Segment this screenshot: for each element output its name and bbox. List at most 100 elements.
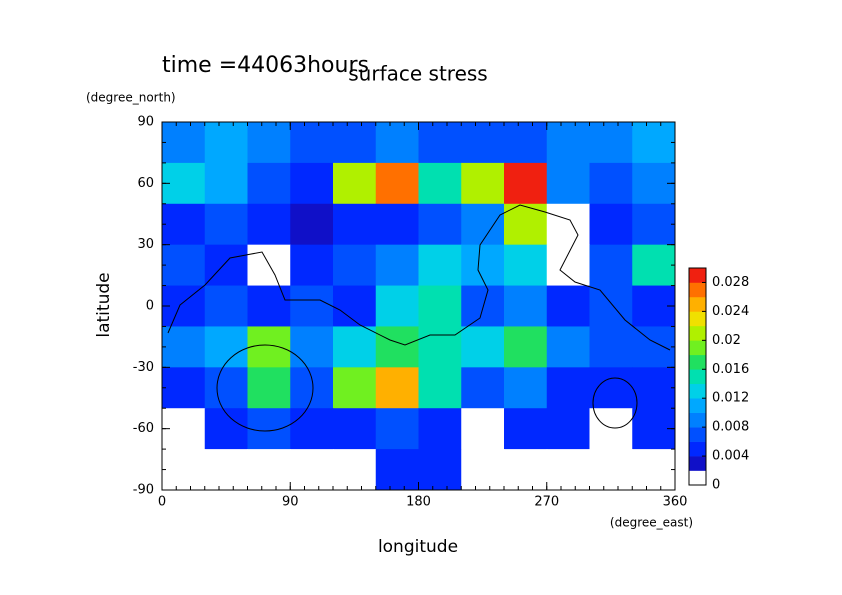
field-cell xyxy=(418,449,462,491)
field-cell xyxy=(418,367,462,409)
colorbar-segment xyxy=(689,369,706,385)
colorbar-tick-label: 0.008 xyxy=(712,420,749,435)
field-cell xyxy=(504,162,548,205)
field-cell xyxy=(333,326,377,368)
field-cell xyxy=(204,285,248,327)
field-cell xyxy=(632,367,676,409)
field-cell xyxy=(290,449,334,491)
colorbar-segment xyxy=(689,311,706,327)
field-cell xyxy=(247,408,291,450)
field-cell xyxy=(504,285,548,327)
field-cell xyxy=(461,449,505,491)
field-cell xyxy=(504,449,548,491)
field-cell xyxy=(333,285,377,327)
field-cell xyxy=(418,408,462,450)
field-cell xyxy=(418,285,462,327)
field-cell xyxy=(461,326,505,368)
y-tick-label: -90 xyxy=(133,483,154,498)
field-cell xyxy=(333,408,377,450)
colorbar-tick-label: 0.004 xyxy=(712,449,749,464)
field-cell xyxy=(375,285,419,327)
field-cell xyxy=(375,244,419,287)
y-tick-label: 90 xyxy=(137,115,154,130)
field-cell xyxy=(247,449,291,491)
field-cell xyxy=(461,408,505,450)
field-cell xyxy=(375,367,419,409)
field-cell xyxy=(162,449,206,491)
x-tick-label: 0 xyxy=(158,495,166,510)
field-cell xyxy=(632,449,676,491)
field-cell xyxy=(589,408,633,450)
field-cell xyxy=(546,203,590,246)
field-cell xyxy=(461,367,505,409)
colorbar-segment xyxy=(689,296,706,312)
field-cell xyxy=(247,122,291,164)
field-cell xyxy=(204,449,248,491)
axes: 0 90 180 270 360 -90 -60 -30 0 30 60 90 xyxy=(133,115,688,510)
field-cell xyxy=(461,203,505,246)
colorbar-segment xyxy=(689,427,706,442)
coastline xyxy=(592,377,638,429)
field-cell xyxy=(504,122,548,164)
field-cell xyxy=(247,367,291,409)
field-cell xyxy=(247,285,291,327)
field-cell xyxy=(418,203,462,246)
field-cell xyxy=(204,162,248,205)
field-cell xyxy=(333,449,377,491)
field-cell xyxy=(204,326,248,368)
field-cell xyxy=(290,162,334,205)
colorbar-segment xyxy=(689,354,706,370)
coastline xyxy=(216,344,314,432)
field-cell xyxy=(632,326,676,368)
field-cell xyxy=(290,326,334,368)
colorbar-segment xyxy=(689,383,706,399)
y-unit: (degree_north) xyxy=(86,91,176,105)
field-cell xyxy=(333,162,377,205)
field-cell xyxy=(333,244,377,287)
colorbar-tick-label: 0.02 xyxy=(712,333,741,348)
colorbar: 0 0.004 0.008 0.012 0.016 0.02 0.024 0.028 xyxy=(688,267,749,493)
colorbar-segment xyxy=(689,398,706,413)
colorbar-tick-label: 0.028 xyxy=(712,275,749,290)
field-cell xyxy=(333,122,377,164)
annotation: time =44063hours xyxy=(162,53,369,78)
field-cell xyxy=(290,367,334,409)
field-cell xyxy=(418,122,462,164)
y-tick-label: 30 xyxy=(137,237,154,252)
field-cell xyxy=(162,367,206,409)
field-cell xyxy=(162,122,206,164)
field-cell xyxy=(290,203,334,246)
field-cell xyxy=(546,408,590,450)
field-cell xyxy=(504,408,548,450)
chart-title: surface stress xyxy=(348,62,487,86)
field-cell xyxy=(204,244,248,287)
field-cell xyxy=(290,244,334,287)
field-cell xyxy=(204,122,248,164)
y-tick-label: -30 xyxy=(133,360,154,375)
colorbar-segment xyxy=(689,282,706,298)
field-cell xyxy=(375,162,419,205)
x-tick-label: 90 xyxy=(282,495,299,510)
y-tick-label: 0 xyxy=(146,299,154,314)
field-cell xyxy=(632,122,676,164)
field-cell xyxy=(504,367,548,409)
field-cell xyxy=(247,203,291,246)
x-axis-label: longitude xyxy=(378,537,458,557)
field-cell xyxy=(546,449,590,491)
field-cell xyxy=(375,203,419,246)
x-tick-label: 180 xyxy=(406,495,431,510)
field-cell xyxy=(375,326,419,368)
field-cell xyxy=(204,367,248,409)
colorbar-segment xyxy=(689,325,706,341)
field-cell xyxy=(504,326,548,368)
field-cell xyxy=(546,244,590,287)
field-cell xyxy=(589,449,633,491)
field-cell xyxy=(333,203,377,246)
field-cell xyxy=(589,203,633,246)
y-tick-label: -60 xyxy=(133,421,154,436)
field xyxy=(162,122,676,491)
field-cell xyxy=(461,122,505,164)
colorbar-segment xyxy=(689,340,706,356)
